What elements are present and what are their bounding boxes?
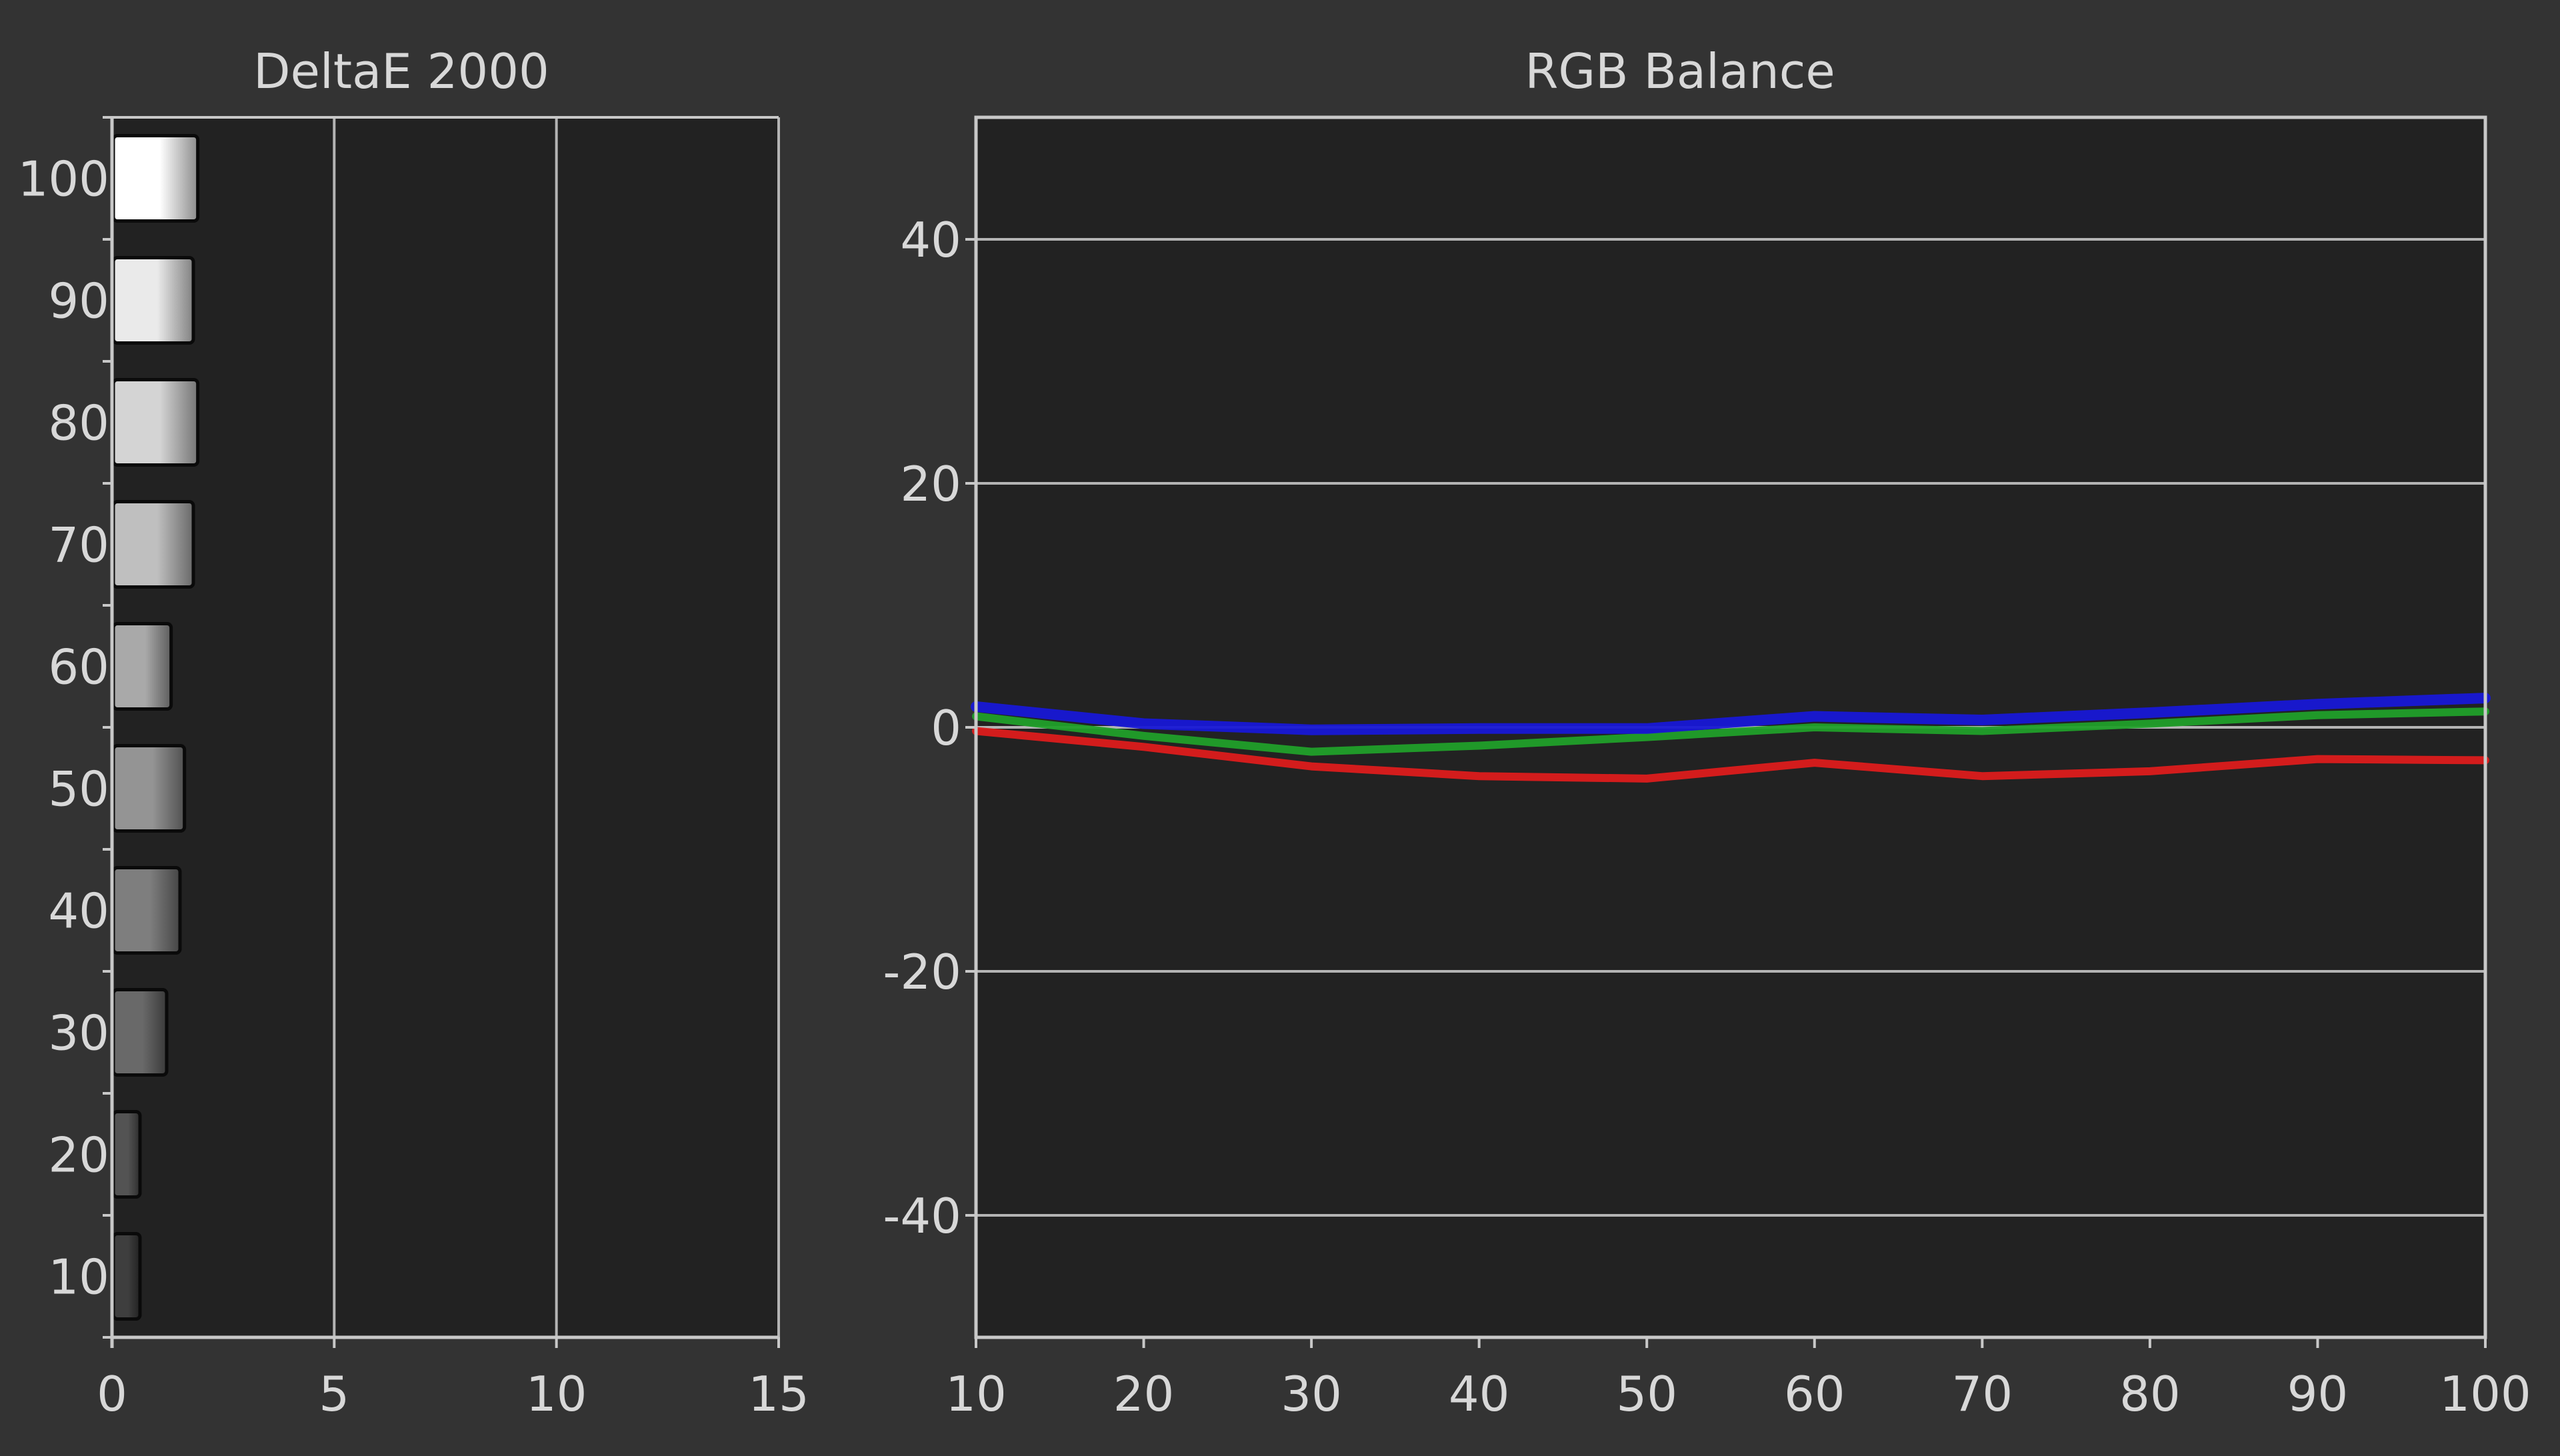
deltae-bar [111, 987, 169, 1077]
deltae-gridlines [333, 117, 780, 1337]
deltae-y-tick-label: 40 [48, 883, 109, 939]
deltae-y-tick-labels: 100 90 80 70 60 50 40 30 20 10 [18, 151, 109, 1305]
rgb-series-lines [971, 693, 2491, 783]
deltae-y-tick-label: 30 [48, 1005, 109, 1061]
deltae-bar [111, 621, 173, 711]
deltae-bar [111, 1109, 142, 1199]
deltae-y-tick-label: 70 [48, 517, 109, 573]
rgb-balance-chart: RGB Balance 40 20 0 -20 -40 10 20 30 40 50 60 70 80… [883, 43, 2531, 1422]
red-series-line [972, 727, 2489, 783]
deltae-x-tick-labels: 0 5 10 15 [97, 1366, 809, 1422]
rgb-x-tick-label: 70 [1952, 1366, 2013, 1422]
deltae-bar [111, 255, 195, 345]
deltae-plot-area [112, 117, 779, 1337]
deltae-y-tick-label: 80 [48, 395, 109, 451]
deltae-bar [111, 499, 195, 589]
rgb-x-tick-label: 50 [1616, 1366, 1677, 1422]
rgb-y-tick-label: 20 [900, 456, 961, 512]
rgb-plot-border [974, 115, 2487, 1339]
deltae-title: DeltaE 2000 [253, 43, 549, 99]
deltae-bar [111, 133, 200, 223]
deltae-x-tick-label: 15 [748, 1366, 809, 1422]
rgb-axes [965, 115, 2487, 1348]
deltae-y-tick-label: 50 [48, 761, 109, 817]
rgb-x-tick-label: 90 [2287, 1366, 2349, 1422]
deltae-y-tick-label: 10 [48, 1249, 109, 1305]
rgb-x-tick-label: 60 [1784, 1366, 1845, 1422]
deltae-x-tick-label: 5 [319, 1366, 349, 1422]
deltae-x-tick-label: 10 [526, 1366, 587, 1422]
deltae-bar [111, 1231, 142, 1321]
rgb-y-tick-label: 0 [931, 700, 961, 756]
deltae-bar [111, 377, 200, 467]
rgb-x-tick-label: 20 [1113, 1366, 1175, 1422]
deltae-bar [111, 865, 182, 955]
green-series-line [972, 707, 2489, 756]
deltae-x-tick-label: 0 [97, 1366, 127, 1422]
rgb-y-tick-label: 40 [900, 212, 961, 268]
deltae-y-tick-label: 20 [48, 1127, 109, 1183]
rgb-x-tick-label: 10 [945, 1366, 1007, 1422]
deltae-bar [111, 743, 187, 833]
rgb-y-tick-labels: 40 20 0 -20 -40 [883, 212, 961, 1244]
rgb-y-tick-label: -40 [883, 1188, 961, 1244]
rgb-x-tick-label: 40 [1449, 1366, 1510, 1422]
rgb-title: RGB Balance [1525, 43, 1835, 99]
deltae-y-tick-label: 100 [18, 151, 109, 207]
rgb-x-tick-label: 80 [2119, 1366, 2181, 1422]
deltae-chart: DeltaE 2000 100 90 80 70 60 50 40 30 20 10 0 5 10 15 [18, 43, 809, 1422]
rgb-x-tick-label: 30 [1281, 1366, 1342, 1422]
deltae-axes [103, 116, 780, 1348]
rgb-x-tick-label: 100 [2439, 1366, 2531, 1422]
blue-series-line [971, 693, 2491, 735]
deltae-y-tick-label: 60 [48, 639, 109, 695]
rgb-x-tick-labels: 10 20 30 40 50 60 70 80 90 100 [945, 1366, 2531, 1422]
rgb-y-tick-label: -20 [883, 944, 961, 1000]
deltae-y-tick-label: 90 [48, 273, 109, 329]
